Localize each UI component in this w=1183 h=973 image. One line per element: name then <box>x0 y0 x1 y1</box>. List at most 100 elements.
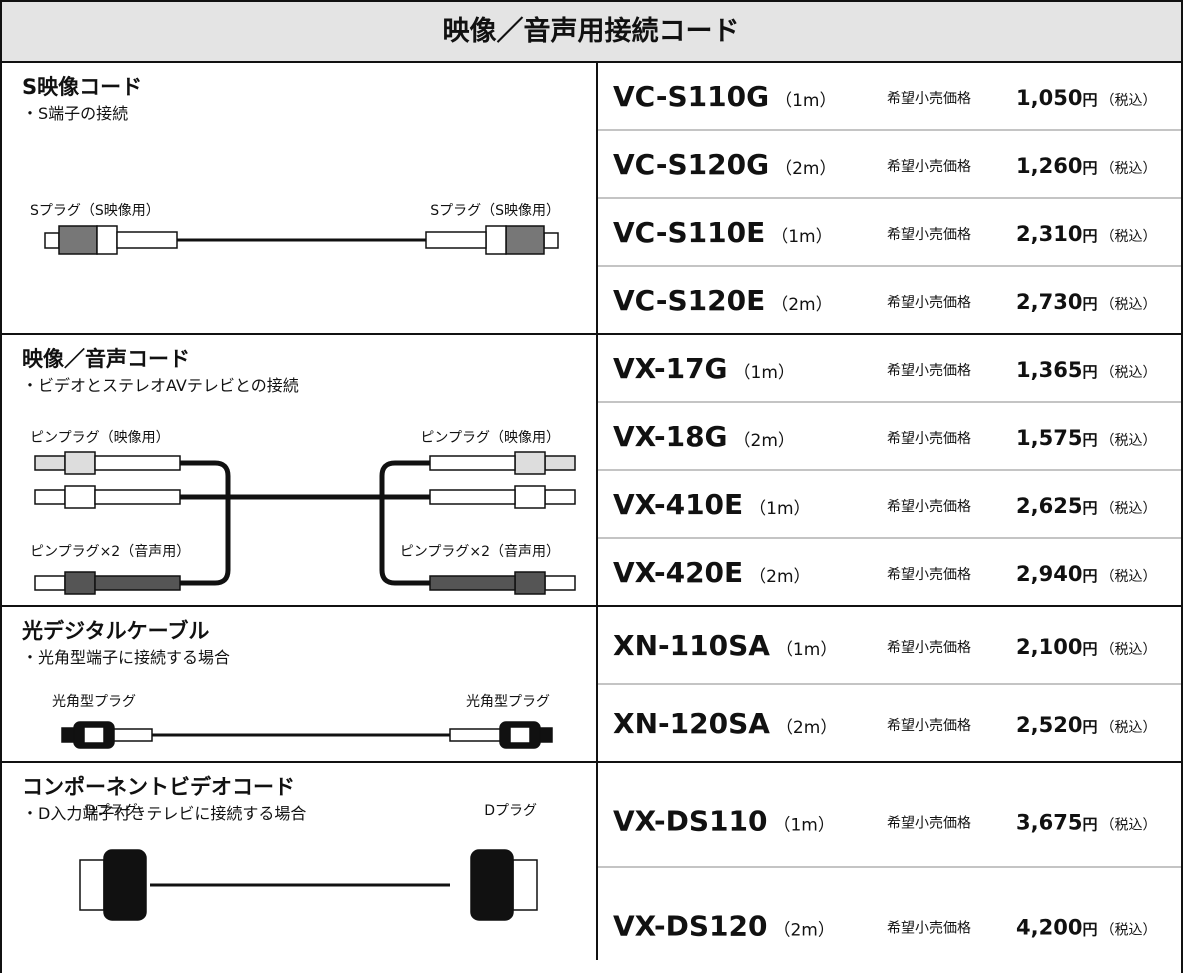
section-title: 光デジタルケーブル <box>21 619 209 643</box>
model: VC-S110E <box>613 216 765 249</box>
product-name: VC-S120G （2m） <box>613 148 836 181</box>
length: （2m） <box>775 159 836 179</box>
length: （1m） <box>734 363 795 383</box>
price-label: 希望小売価格 <box>887 499 971 515</box>
tax: （税込） <box>1100 365 1156 381</box>
plug-label: Dプラグ <box>85 803 138 819</box>
model: VX-420E <box>613 556 743 589</box>
currency: 円 <box>1082 295 1097 313</box>
length: （2m） <box>773 921 834 941</box>
section-title: S映像コード <box>22 75 142 99</box>
plug-label: ピンプラグ×2（音声用） <box>400 543 560 560</box>
length: （2m） <box>776 718 837 738</box>
product-name: VC-S120E （2m） <box>613 284 833 317</box>
price-value: 1,365 <box>1016 358 1082 382</box>
product-name: VX-DS120 （2m） <box>613 910 835 943</box>
header-title: 映像／音声用接続コード <box>443 15 740 47</box>
price-value: 2,100 <box>1016 635 1082 659</box>
price-label: 希望小売価格 <box>887 363 971 379</box>
tax: （税込） <box>1100 297 1156 313</box>
model: VC-S120G <box>613 148 769 181</box>
tax: （税込） <box>1100 923 1156 939</box>
length: （2m） <box>771 295 832 315</box>
price: 1,260円 （税込） <box>1016 154 1156 178</box>
price: 2,625円 （税込） <box>1016 494 1156 518</box>
price: 3,675円 （税込） <box>1016 811 1156 835</box>
price-label: 希望小売価格 <box>887 640 971 656</box>
model: XN-120SA <box>613 707 770 740</box>
price-label: 希望小売価格 <box>887 227 971 243</box>
tax: （税込） <box>1100 642 1156 658</box>
length: （2m） <box>749 567 810 587</box>
length: （2m） <box>734 431 795 451</box>
price-label: 希望小売価格 <box>887 921 971 937</box>
currency: 円 <box>1082 640 1097 658</box>
currency: 円 <box>1082 718 1097 736</box>
model: VX-DS110 <box>613 805 767 838</box>
section-subtitle: ・光角型端子に接続する場合 <box>22 648 230 667</box>
length: （1m） <box>771 227 832 247</box>
illustrations <box>34 225 576 921</box>
price: 1,365円 （税込） <box>1016 358 1156 382</box>
price: 2,730円 （税込） <box>1016 290 1156 314</box>
price-label: 希望小売価格 <box>887 431 971 447</box>
plug-label: 光角型プラグ <box>52 694 136 710</box>
price-value: 2,310 <box>1016 222 1082 246</box>
price: 2,100円 （税込） <box>1016 635 1156 659</box>
price-label: 希望小売価格 <box>887 816 971 832</box>
plug-label: ピンプラグ（映像用） <box>30 430 170 446</box>
currency: 円 <box>1082 91 1097 109</box>
product-name: VX-420E （2m） <box>613 556 811 589</box>
currency: 円 <box>1082 159 1097 177</box>
tax: （税込） <box>1100 229 1156 245</box>
tax: （税込） <box>1100 433 1156 449</box>
tax: （税込） <box>1100 93 1156 109</box>
section-subtitle: ・S端子の接続 <box>22 104 128 123</box>
model: VC-S120E <box>613 284 765 317</box>
model: VX-DS120 <box>613 910 767 943</box>
tax: （税込） <box>1100 569 1156 585</box>
currency: 円 <box>1082 921 1097 939</box>
section-subtitle: ・D入力端子付きテレビに接続する場合 <box>22 804 306 823</box>
tax: （税込） <box>1100 720 1156 736</box>
currency: 円 <box>1082 363 1097 381</box>
model: VX-410E <box>613 488 743 521</box>
length: （1m） <box>749 499 810 519</box>
product-name: VX-410E （1m） <box>613 488 811 521</box>
length: （1m） <box>773 816 834 836</box>
price-value: 2,730 <box>1016 290 1082 314</box>
currency: 円 <box>1082 816 1097 834</box>
price-value: 1,260 <box>1016 154 1082 178</box>
tax: （税込） <box>1100 501 1156 517</box>
tax: （税込） <box>1100 818 1156 834</box>
plug-label: Sプラグ（S映像用） <box>30 203 160 219</box>
plug-label: Dプラグ <box>484 803 537 819</box>
currency: 円 <box>1082 567 1097 585</box>
price-label: 希望小売価格 <box>887 91 971 107</box>
price: 4,200円 （税込） <box>1016 916 1156 940</box>
product-name: XN-110SA （1m） <box>613 629 837 662</box>
price: 1,575円 （税込） <box>1016 426 1156 450</box>
length: （1m） <box>775 91 836 111</box>
price-value: 3,675 <box>1016 811 1082 835</box>
price: 2,520円 （税込） <box>1016 713 1156 737</box>
price-value: 1,575 <box>1016 426 1082 450</box>
price-value: 2,625 <box>1016 494 1082 518</box>
model: VX-17G <box>613 352 728 385</box>
length: （1m） <box>776 640 837 660</box>
plug-label: ピンプラグ×2（音声用） <box>30 543 190 560</box>
product-name: VC-S110G （1m） <box>613 80 836 113</box>
plug-label: Sプラグ（S映像用） <box>430 203 560 219</box>
price-value: 2,520 <box>1016 713 1082 737</box>
price-label: 希望小売価格 <box>887 295 971 311</box>
price-label: 希望小売価格 <box>887 718 971 734</box>
header-bg <box>0 0 1183 62</box>
section-title: コンポーネントビデオコード <box>22 775 295 799</box>
currency: 円 <box>1082 227 1097 245</box>
price-value: 2,940 <box>1016 562 1082 586</box>
tax: （税込） <box>1100 161 1156 177</box>
price-value: 1,050 <box>1016 86 1082 110</box>
price: 2,310円 （税込） <box>1016 222 1156 246</box>
product-name: VC-S110E （1m） <box>613 216 833 249</box>
